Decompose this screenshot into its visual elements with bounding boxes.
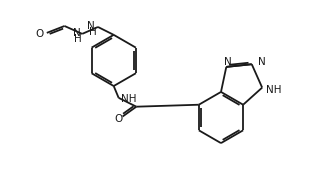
- Text: N: N: [224, 57, 232, 67]
- Text: N: N: [258, 57, 265, 67]
- Text: NH: NH: [266, 85, 282, 94]
- Text: N: N: [72, 28, 80, 38]
- Text: O: O: [114, 114, 123, 124]
- Text: N: N: [87, 21, 95, 31]
- Text: O: O: [36, 29, 44, 39]
- Text: NH: NH: [121, 94, 136, 104]
- Text: H: H: [75, 34, 82, 44]
- Text: H: H: [89, 27, 97, 37]
